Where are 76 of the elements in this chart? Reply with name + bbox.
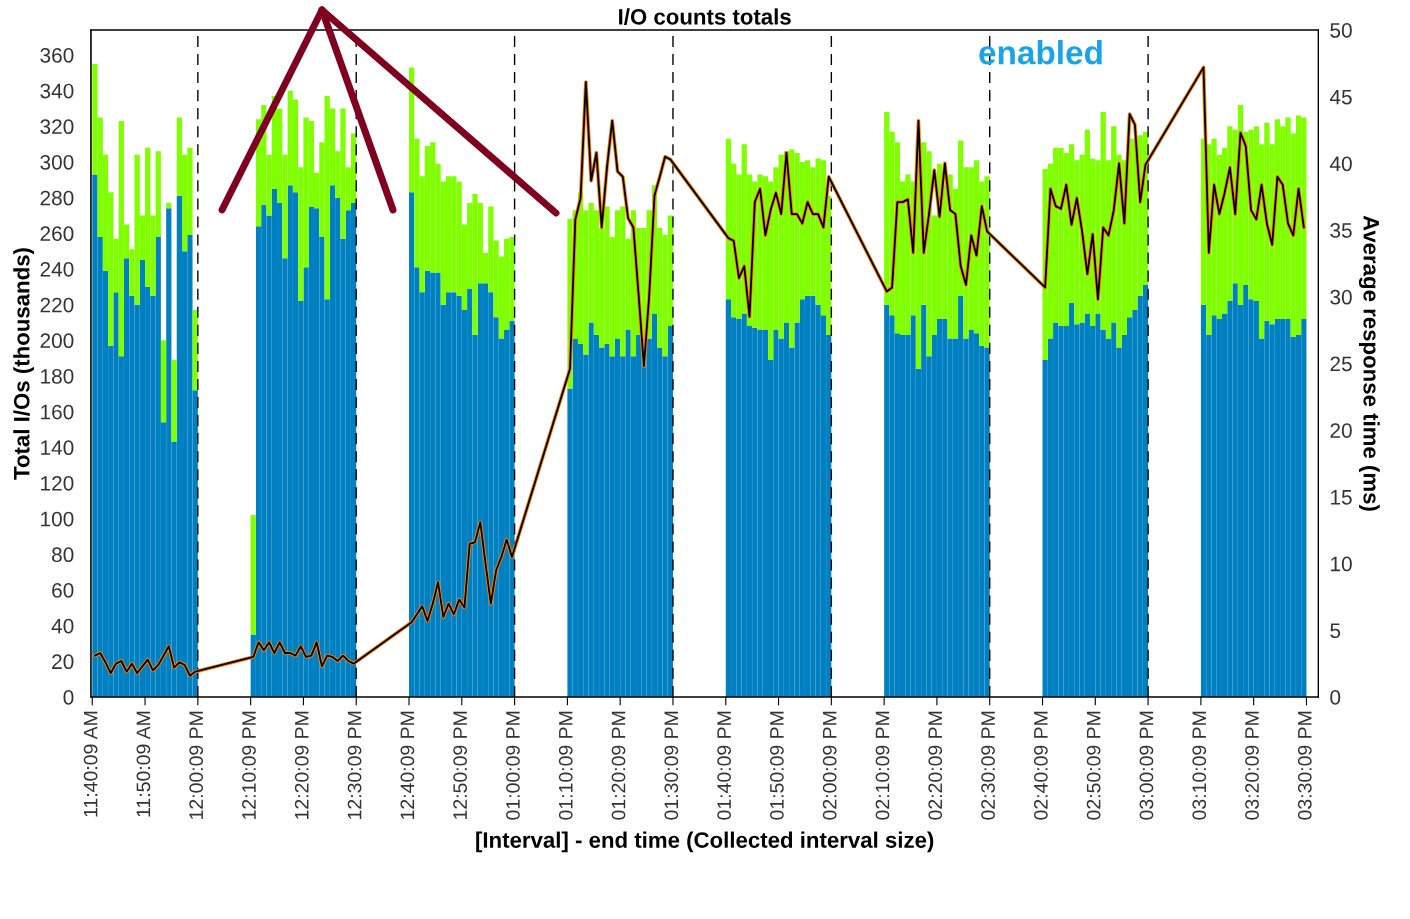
bar <box>424 270 431 697</box>
y-tick-label: 360 <box>40 47 74 63</box>
x-axis-title: [Interval] - end time (Collected interval size) <box>476 831 934 853</box>
y2-tick-label: 5 <box>1330 623 1341 639</box>
y-tick-label: 320 <box>40 119 74 135</box>
bar <box>329 185 336 697</box>
x-tick-label: 01:30:09 PM <box>664 711 679 820</box>
y2-tick-label: 35 <box>1330 223 1352 238</box>
y2-axis-title: Average response time (ms) <box>1358 215 1380 511</box>
bar <box>783 322 790 697</box>
x-tick-label: 12:20:09 PM <box>294 711 309 819</box>
y-tick-label: 40 <box>51 618 74 634</box>
chart-title: I/O counts totals <box>619 8 791 25</box>
x-tick-label: 12:30:09 PM <box>347 711 362 819</box>
x-tick-label: 02:40:09 PM <box>1033 711 1048 820</box>
x-tick-label: 02:20:09 PM <box>928 711 943 820</box>
x-tick-label: 01:20:09 PM <box>611 711 626 820</box>
x-tick-label: 02:00:09 PM <box>822 711 837 820</box>
y-tick-label: 160 <box>41 404 74 420</box>
x-tick-label: 01:50:09 PM <box>770 711 784 820</box>
y2-tick-label: 20 <box>1330 423 1352 438</box>
y-tick-label: 280 <box>40 190 74 206</box>
x-tick-label: 01:00:09 PM <box>506 711 520 820</box>
bar <box>725 299 732 697</box>
bar <box>577 343 584 697</box>
y-tick-label: 80 <box>52 547 74 563</box>
y2-tick-label: 45 <box>1329 89 1352 105</box>
annotation: enabled <box>979 40 1102 65</box>
y-tick-label: 20 <box>52 654 74 670</box>
y2-tick-label: 0 <box>1330 690 1341 705</box>
y-tick-label: 260 <box>40 226 74 242</box>
bar <box>651 313 658 697</box>
x-tick-label: 02:30:09 PM <box>981 711 995 820</box>
x-tick-label: 02:10:09 PM <box>875 711 890 820</box>
x-tick-label: 03:10:09 PM <box>1192 711 1207 820</box>
x-tick-label: 03:30:09 PM <box>1297 711 1312 820</box>
y2-tick-label: 30 <box>1330 289 1352 305</box>
bar <box>936 318 943 697</box>
bar <box>614 338 621 697</box>
x-tick-label: 11:40:09 AM <box>83 711 98 817</box>
y-tick-label: 220 <box>40 297 74 313</box>
y-axis-title: Total I/Os (thousands) <box>13 248 34 480</box>
y-tick-label: 300 <box>40 154 74 170</box>
y-tick-label: 100 <box>41 511 74 527</box>
y-tick-label: 60 <box>52 583 74 598</box>
y-tick-label: 0 <box>63 690 74 705</box>
x-tick-label: 01:10:09 PM <box>558 711 573 820</box>
y-tick-label: 340 <box>40 83 74 99</box>
x-tick-label: 11:50:09 AM <box>136 711 151 817</box>
bar <box>1274 318 1281 697</box>
x-tick-label: 03:00:09 PM <box>1139 711 1154 820</box>
y2-tick-label: 40 <box>1329 156 1352 172</box>
bar <box>1200 304 1207 697</box>
bar <box>350 202 357 697</box>
bar <box>973 333 980 697</box>
y-tick-label: 240 <box>40 261 74 277</box>
y-tick-label: 120 <box>41 475 74 491</box>
bar <box>123 258 130 697</box>
y2-tick-label: 50 <box>1330 23 1352 38</box>
x-tick-label: 12:50:09 PM <box>453 711 468 819</box>
y-tick-label: 180 <box>41 368 74 384</box>
x-tick-label: 01:40:09 PM <box>717 711 731 820</box>
bar <box>171 359 177 442</box>
x-tick-label: 03:20:09 PM <box>1245 711 1259 820</box>
y2-tick-label: 10 <box>1331 556 1352 572</box>
y-tick-label: 200 <box>40 333 74 349</box>
bar <box>1068 302 1075 697</box>
x-tick-label: 12:40:09 PM <box>400 711 415 819</box>
bar <box>160 340 167 423</box>
y2-tick-label: 15 <box>1331 490 1352 505</box>
x-tick-label: 02:50:09 PM <box>1086 711 1101 820</box>
x-tick-label: 12:00:09 PM <box>189 711 204 819</box>
y-tick-label: 140 <box>41 440 74 456</box>
x-tick-label: 12:10:09 PM <box>242 711 256 819</box>
bar <box>250 515 256 635</box>
y2-tick-label: 25 <box>1330 356 1352 372</box>
